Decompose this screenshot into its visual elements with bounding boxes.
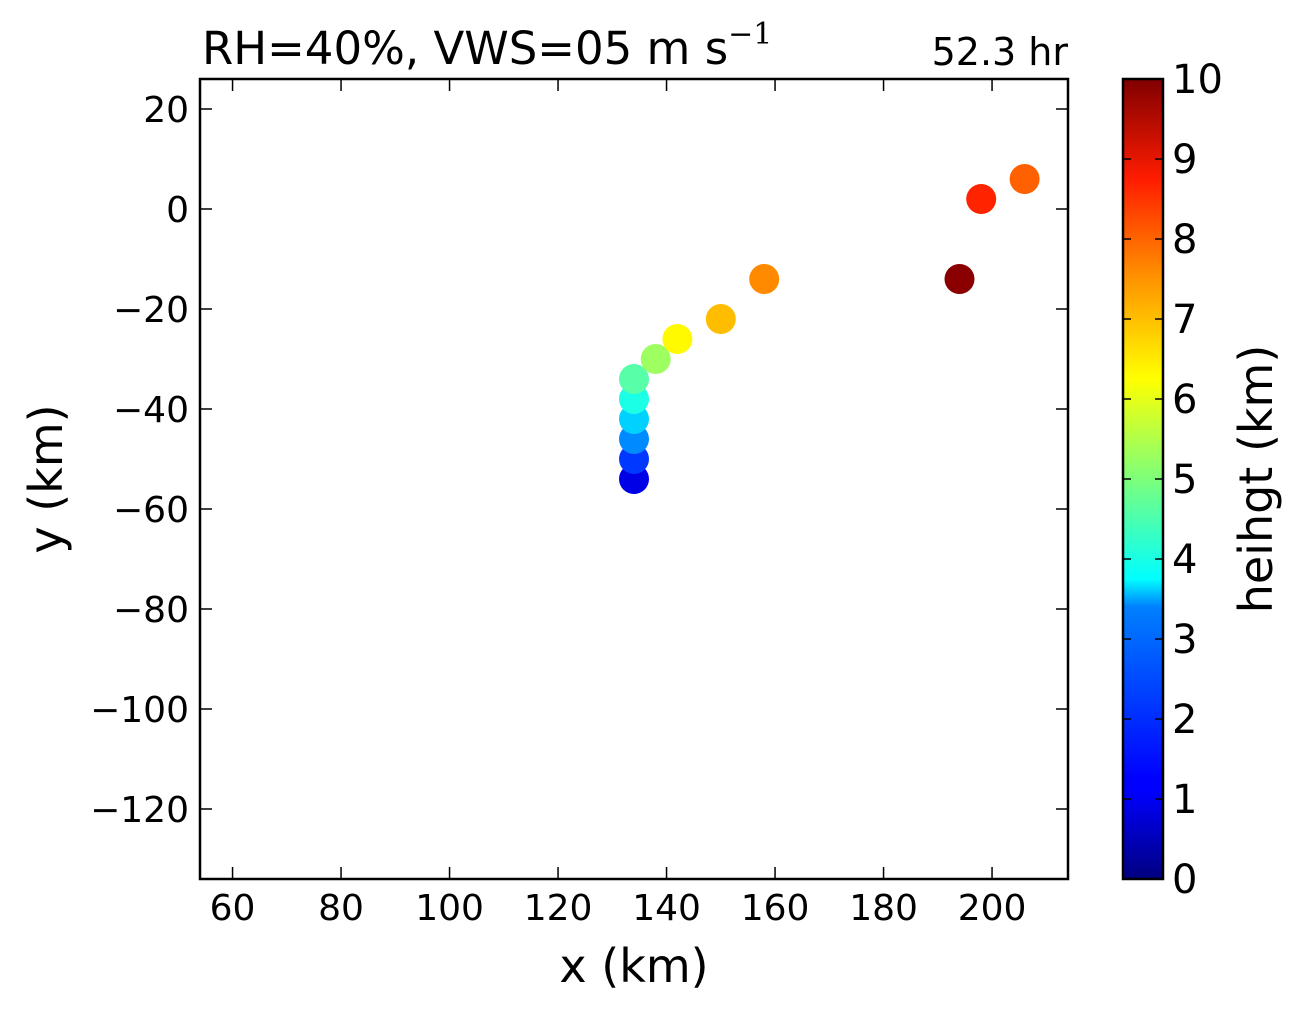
scatter-point — [640, 344, 671, 374]
x-tick-label: 100 — [415, 888, 484, 929]
y-axis-label: y (km) — [19, 404, 73, 553]
colorbar-label: heihgt (km) — [1229, 345, 1283, 614]
colorbar-tick-label: 8 — [1172, 217, 1197, 263]
x-tick-label: 140 — [632, 888, 701, 929]
colorbar-tick-label: 10 — [1172, 57, 1223, 103]
colorbar-ticks: 0 1 2 3 4 5 6 7 8 9 10 — [1123, 57, 1223, 903]
chart-title: RH=40%, VWS=05 m s−1 — [202, 17, 772, 75]
x-tick-label: 60 — [210, 888, 256, 929]
x-axis-label: x (km) — [559, 939, 708, 993]
colorbar-tick-label: 5 — [1172, 457, 1197, 503]
colorbar-tick-label: 6 — [1172, 377, 1197, 423]
x-tick-label: 160 — [741, 888, 810, 929]
scatter-point — [705, 304, 736, 334]
colorbar-tick-label: 1 — [1172, 777, 1197, 823]
x-tick-label: 80 — [318, 888, 364, 929]
colorbar-tick-label: 0 — [1172, 857, 1197, 903]
y-tick-label: −100 — [90, 690, 189, 731]
scatter-point — [619, 364, 649, 394]
y-tick-label: −60 — [113, 490, 189, 531]
scatter-point — [1009, 164, 1040, 194]
colorbar-tick-label: 2 — [1172, 697, 1197, 743]
x-tick-labels: 60 80 100 120 140 160 180 200 — [210, 888, 1027, 929]
scatter-point — [662, 324, 693, 354]
scatter-point — [749, 264, 780, 294]
scatter-point — [944, 264, 975, 294]
scatter-point — [966, 184, 997, 214]
y-tick-label: −80 — [113, 590, 189, 631]
colorbar-tick-label: 3 — [1172, 617, 1197, 663]
y-tick-label: −20 — [113, 290, 189, 331]
data-points — [619, 164, 1040, 494]
colorbar-tick-label: 9 — [1172, 137, 1197, 183]
y-tick-label: −40 — [113, 390, 189, 431]
colorbar-tick-label: 4 — [1172, 537, 1197, 583]
plot-frame — [198, 77, 1070, 881]
y-tick-label: 20 — [143, 90, 189, 131]
x-tick-label: 180 — [849, 888, 918, 929]
y-tick-labels: 20 0 −20 −40 −60 −80 −100 −120 — [90, 90, 189, 831]
y-tick-label: 0 — [166, 190, 189, 231]
axis-ticks — [200, 79, 1068, 879]
x-tick-label: 120 — [524, 888, 593, 929]
colorbar-tick-label: 7 — [1172, 297, 1197, 343]
y-tick-label: −120 — [90, 790, 189, 831]
x-tick-label: 200 — [958, 888, 1027, 929]
time-annotation: 52.3 hr — [932, 30, 1069, 74]
